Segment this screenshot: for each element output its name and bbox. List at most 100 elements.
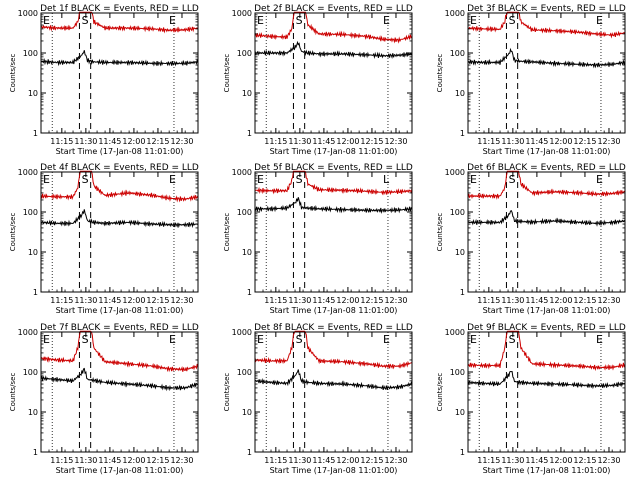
x-tick-label: 11:15 <box>50 296 73 305</box>
x-axis-label: Start Time (17-Jan-08 11:01:00) <box>483 306 611 315</box>
y-tick-label: 1000 <box>232 9 252 18</box>
plot-frame <box>254 12 413 134</box>
y-tick-label: 10 <box>455 248 465 257</box>
marker-s: S <box>509 173 516 186</box>
x-tick-label: 11:15 <box>477 137 500 146</box>
y-axis-label: Counts/sec <box>436 213 444 252</box>
y-tick-label: 10 <box>455 408 465 417</box>
y-tick-label: 1000 <box>232 168 252 177</box>
y-axis-label: Counts/sec <box>9 213 17 252</box>
y-tick-label: 1 <box>247 448 252 457</box>
y-tick-label: 100 <box>237 368 252 377</box>
series-line-lld <box>255 170 413 196</box>
series-line-lld <box>467 11 626 39</box>
y-tick-label: 10 <box>242 248 252 257</box>
y-tick-label: 1 <box>460 448 465 457</box>
x-tick-label: 12:15 <box>360 456 383 465</box>
series-line-events <box>467 210 626 227</box>
y-axis-label: Counts/sec <box>9 373 17 412</box>
series-line-events <box>254 197 413 214</box>
series-line-events <box>467 370 626 390</box>
x-tick-label: 12:30 <box>170 296 193 305</box>
plot-frame <box>40 331 199 453</box>
x-tick-label: 12:15 <box>573 456 596 465</box>
y-tick-label: 1000 <box>232 328 252 337</box>
x-tick-label: 12:30 <box>384 296 407 305</box>
x-tick-label: 11:15 <box>477 296 500 305</box>
x-tick-label: 11:30 <box>288 137 311 146</box>
marker-s: S <box>296 333 303 346</box>
y-axis-label: Counts/sec <box>436 373 444 412</box>
marker-e-right: E <box>596 14 603 27</box>
marker-s: S <box>509 14 516 27</box>
series-line-events <box>254 40 413 59</box>
x-tick-label: 11:30 <box>288 456 311 465</box>
x-tick-label: 12:30 <box>384 137 407 146</box>
y-tick-label: 1 <box>460 288 465 297</box>
chart-title: Det 9f BLACK = Events, RED = LLD <box>467 323 626 333</box>
series-line-lld <box>40 170 199 203</box>
x-tick-label: 12:30 <box>597 296 620 305</box>
y-tick-label: 10 <box>28 248 38 257</box>
x-tick-label: 12:00 <box>549 296 572 305</box>
y-tick-label: 100 <box>237 49 252 58</box>
y-tick-label: 1000 <box>445 168 465 177</box>
marker-e-left: E <box>470 173 477 186</box>
marker-s: S <box>296 14 303 27</box>
x-tick-label: 11:30 <box>501 296 524 305</box>
marker-e-right: E <box>596 173 603 186</box>
y-tick-label: 10 <box>28 89 38 98</box>
y-tick-label: 1 <box>247 129 252 138</box>
y-tick-label: 1000 <box>18 328 38 337</box>
marker-e-left: E <box>470 14 477 27</box>
x-tick-label: 12:00 <box>122 137 145 146</box>
marker-e-right: E <box>169 173 176 186</box>
x-tick-label: 11:15 <box>264 137 287 146</box>
y-axis-label: Counts/sec <box>223 54 231 93</box>
y-tick-label: 10 <box>242 408 252 417</box>
x-axis-label: Start Time (17-Jan-08 11:01:00) <box>270 147 398 156</box>
chart-title: Det 4f BLACK = Events, RED = LLD <box>40 163 199 173</box>
x-tick-label: 11:30 <box>74 137 97 146</box>
x-tick-label: 12:15 <box>360 296 383 305</box>
marker-s: S <box>82 14 89 27</box>
y-tick-label: 100 <box>23 208 38 217</box>
x-tick-label: 12:00 <box>122 296 145 305</box>
marker-s: S <box>82 173 89 186</box>
x-tick-label: 12:15 <box>360 137 383 146</box>
marker-s: S <box>296 173 303 186</box>
chart-panel: Det 6f BLACK = Events, RED = LLD 1 10 100 10… <box>436 163 626 315</box>
chart-panel: Det 2f BLACK = Events, RED = LLD 1 10 100 10… <box>223 4 413 156</box>
chart-title: Det 7f BLACK = Events, RED = LLD <box>40 323 199 333</box>
plot-frame <box>254 331 413 453</box>
chart-title: Det 1f BLACK = Events, RED = LLD <box>40 4 199 14</box>
x-tick-label: 12:00 <box>549 456 572 465</box>
x-tick-label: 11:15 <box>50 137 73 146</box>
x-tick-label: 12:30 <box>597 137 620 146</box>
series-line-lld <box>254 330 413 370</box>
y-tick-label: 10 <box>455 89 465 98</box>
x-tick-label: 11:15 <box>264 296 287 305</box>
marker-e-right: E <box>383 333 390 346</box>
series-line-events <box>40 367 199 392</box>
plot-frame <box>467 12 626 134</box>
y-tick-label: 1000 <box>18 168 38 177</box>
x-tick-label: 12:15 <box>573 137 596 146</box>
series-line-events <box>254 369 413 391</box>
x-tick-label: 11:30 <box>501 456 524 465</box>
y-tick-label: 100 <box>23 49 38 58</box>
series-line-lld <box>40 330 199 373</box>
x-axis-label: Start Time (17-Jan-08 11:01:00) <box>56 306 184 315</box>
x-tick-label: 11:45 <box>525 456 548 465</box>
chart-title: Det 3f BLACK = Events, RED = LLD <box>467 4 626 14</box>
x-tick-label: 11:15 <box>477 456 500 465</box>
marker-e-left: E <box>43 14 50 27</box>
x-tick-label: 12:15 <box>146 296 169 305</box>
y-tick-label: 1 <box>33 448 38 457</box>
series-line-lld <box>467 330 626 372</box>
chart-panel: Det 5f BLACK = Events, RED = LLD 1 10 100 10… <box>223 163 413 315</box>
y-tick-label: 100 <box>450 208 465 217</box>
y-tick-label: 1 <box>460 129 465 138</box>
y-tick-label: 100 <box>450 368 465 377</box>
